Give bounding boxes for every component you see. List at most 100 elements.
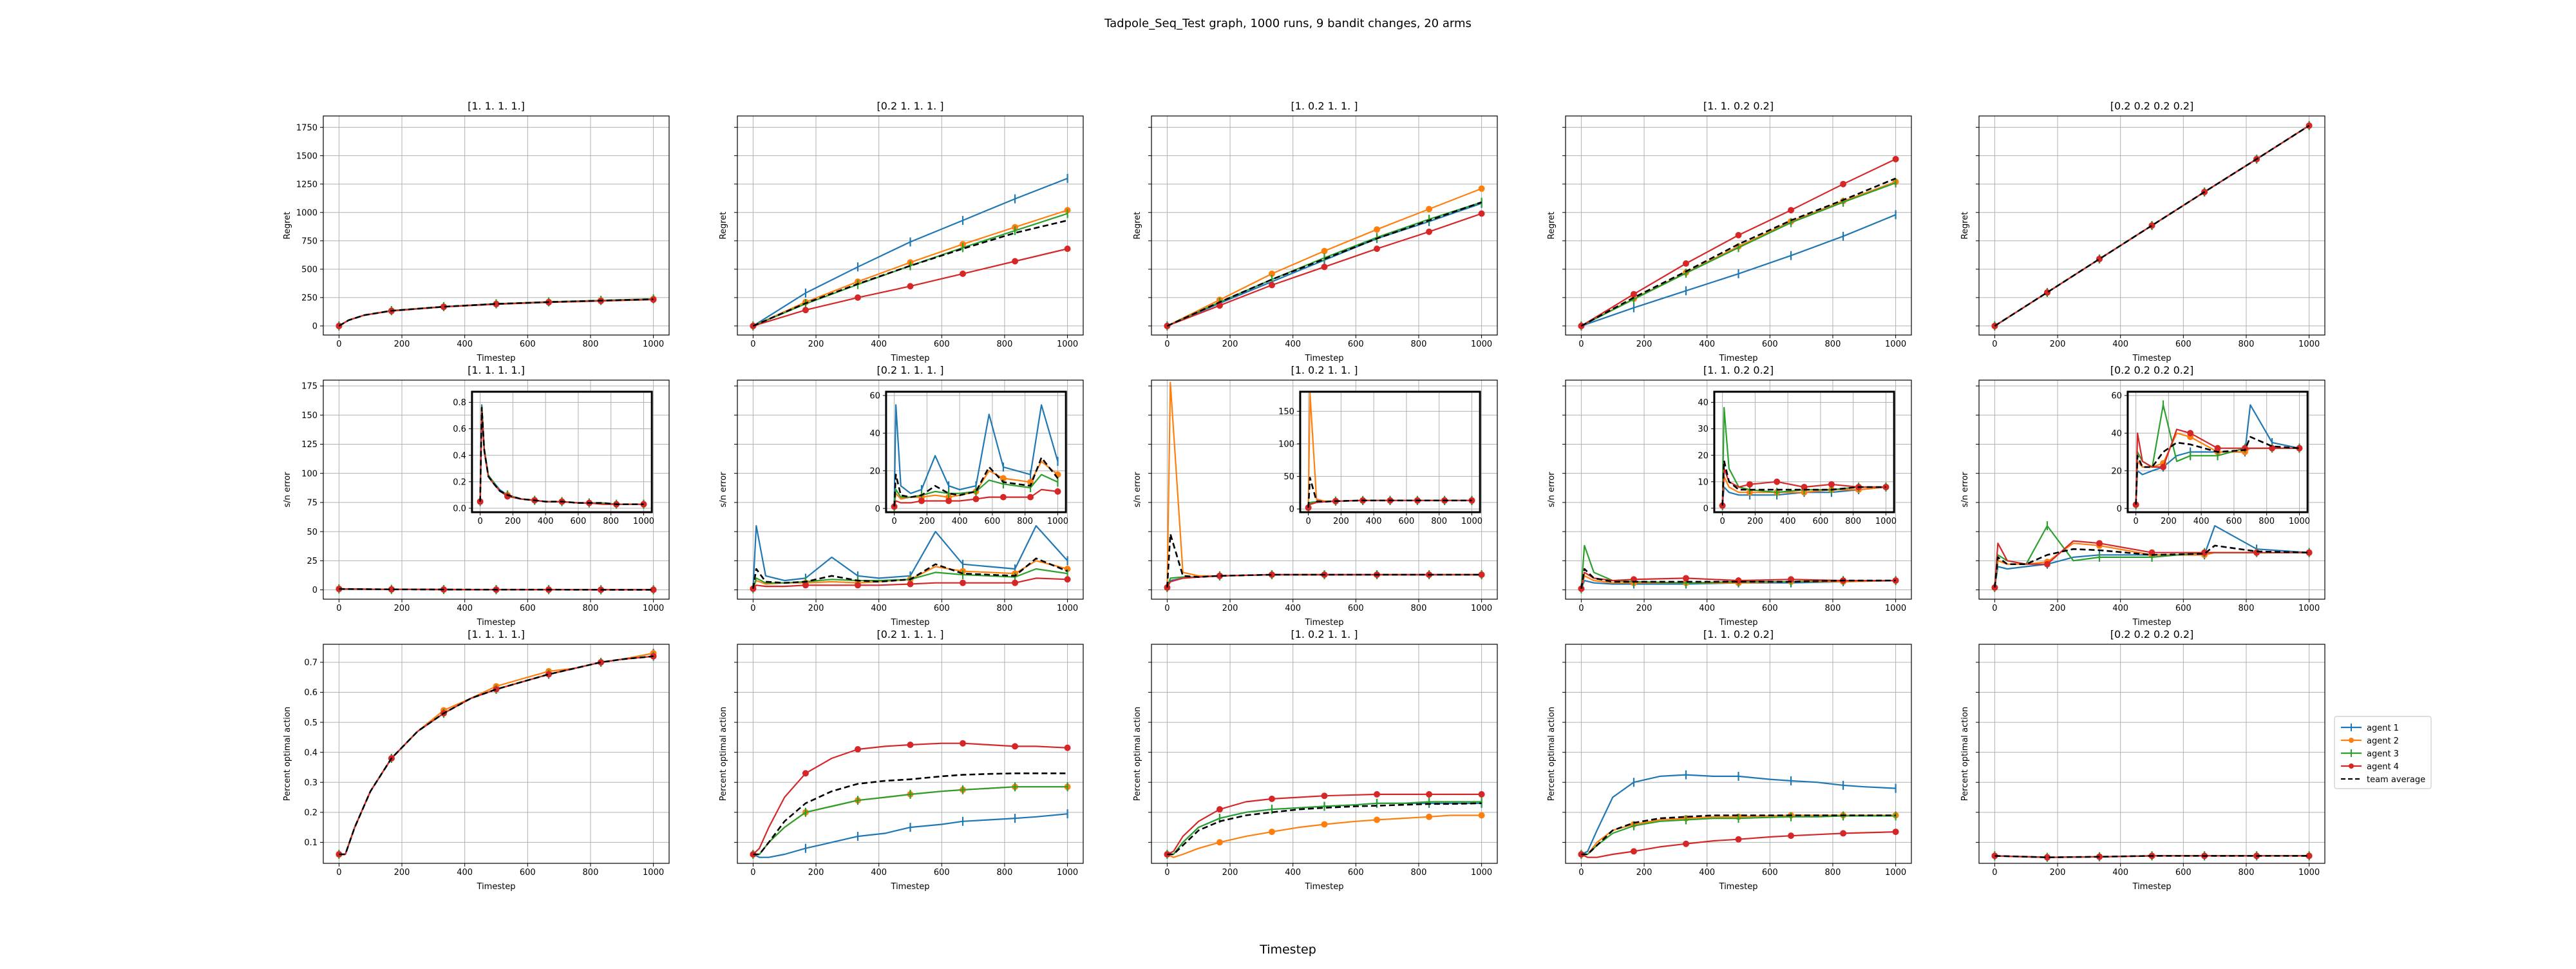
panel-r1c2-inset-line-agent-4 — [1307, 499, 1472, 508]
panel-r0c1-marker-agent-4 — [907, 283, 914, 290]
panel-r1c3-inset-xtick-label: 800 — [1845, 517, 1861, 526]
panel-r1c1-marker-agent-4 — [802, 582, 809, 589]
panel-r0c2-marker-agent-2 — [1321, 247, 1328, 254]
panel-r0c1-xlabel: Timestep — [891, 354, 930, 363]
panel-r1c4-inset-series — [2132, 400, 2303, 510]
panel-r1c0-inset-frame — [471, 390, 653, 513]
panel-r0c3-marker-agent-4 — [1892, 155, 1899, 162]
panel-r0c2-xtick-label: 600 — [1348, 340, 1364, 349]
panel-r1c1-line-agent-4 — [752, 577, 1068, 590]
panel-r1c4-inset-marker-agent-4 — [2269, 445, 2276, 452]
panel-r1c3-inset-frame — [1713, 390, 1895, 513]
panel-r1c3-xlabel: Timestep — [1719, 618, 1758, 628]
figure-supxlabel: Timestep — [1259, 943, 1316, 957]
panel-r0c2-marker-agent-2 — [1426, 206, 1433, 213]
panel-r2c3-series — [1578, 770, 1899, 859]
panel-r0c3-xtick-label: 1000 — [1885, 340, 1906, 349]
legend-label: team average — [2367, 775, 2425, 785]
panel-r2c2-xtick-label: 800 — [1411, 868, 1427, 878]
panel-r1c1-xtick-label: 800 — [997, 604, 1013, 613]
panel-r1c4-marker-agent-4 — [2096, 540, 2103, 547]
panel-r0c0-xtick-label: 0 — [336, 340, 341, 349]
panel-r1c1-inset-marker-agent-4 — [1054, 488, 1061, 495]
panel-r1c0-ytick-label: 150 — [301, 411, 317, 421]
panel-r1c3-marker-agent-4 — [1735, 577, 1742, 584]
panel-r0c2-marker-agent-2 — [1374, 226, 1381, 233]
panel-r0c2: 0 200 400 600 800 1000 [1. 0.2 1. 1. ] Timestep… — [1133, 100, 1498, 363]
panel-r1c4-inset-marker-agent-4 — [2159, 463, 2166, 470]
panel-r1c1-inset-marker-agent-4 — [918, 497, 925, 504]
panel-r2c2-title: [1. 0.2 1. 1. ] — [1291, 628, 1358, 640]
panel-r1c4-inset-xtick-label: 1000 — [2289, 517, 2310, 526]
legend-box — [2334, 716, 2432, 789]
panel-r0c1-series — [750, 173, 1071, 331]
panel-r1c1-marker-agent-4 — [960, 579, 967, 586]
panel-r1c1-xtick-label: 600 — [934, 604, 950, 613]
panel-r1c1-ylabel: s/n error — [719, 472, 728, 508]
panel-r0c0-ytick-label: 500 — [301, 265, 317, 275]
panel-r0c2-plot-area — [1151, 116, 1497, 335]
panel-r2c0-ytick-label: 0.7 — [304, 658, 317, 668]
legend-entry: agent 1 — [2341, 724, 2399, 733]
panel-r0c2-series — [1164, 185, 1485, 331]
panel-r1c2-inset-ytick-label: 0 — [1289, 505, 1294, 515]
panel-r1c3-inset-line-agent-4 — [1721, 468, 1886, 506]
panel-r1c0-ytick-label: 100 — [301, 469, 317, 479]
panel-r2c1-line-team-average — [753, 772, 1068, 856]
panel-r1c1-inset-xtick-label: 600 — [985, 517, 1001, 526]
panel-r1c2-xlabel: Timestep — [1305, 618, 1344, 628]
panel-r1c3-inset-ytick-label: 0 — [1703, 504, 1709, 514]
panel-r0c4-title: [0.2 0.2 0.2 0.2] — [2110, 100, 2194, 112]
panel-r0c1-frame — [737, 115, 1084, 336]
panel-r1c3-ylabel: s/n error — [1547, 472, 1557, 508]
panel-r2c3-marker-agent-4 — [1630, 848, 1637, 855]
panel-r1c0-inset-xtick-label: 800 — [603, 517, 619, 526]
panel-r0c1-xtick-label: 600 — [934, 340, 950, 349]
panel-r2c4-xtick-label: 0 — [1992, 868, 1997, 878]
panel-r2c3-xtick-label: 0 — [1578, 868, 1584, 878]
panel-r1c0-inset-line-team-average — [479, 407, 644, 506]
panel-r1c0-marker-agent-4 — [650, 586, 657, 593]
panel-r2c0-series — [336, 648, 657, 859]
panel-r2c3-plot-area — [1566, 644, 1911, 863]
panel-r1c2-inset-series — [1305, 392, 1475, 512]
panel-r1c2-inset-xtick-label: 600 — [1399, 517, 1415, 526]
panel-r1c3-xtick-label: 600 — [1762, 604, 1778, 613]
panel-r1c3-inset-line-agent-1 — [1721, 486, 1886, 506]
panel-r1c4-marker-agent-4 — [2253, 549, 2260, 556]
panel-r2c4: 0 200 400 600 800 1000 [0.2 0.2 0.2 0.2] Timest… — [1960, 628, 2325, 892]
panel-r1c2-inset-xtick-label: 200 — [1333, 517, 1349, 526]
panel-r1c0-ytick-label: 50 — [307, 528, 317, 537]
panel-r1c2-xtick-label: 400 — [1285, 604, 1301, 613]
panel-r1c0-inset-xtick-label: 400 — [538, 517, 554, 526]
panel-r1c4-line-agent-1 — [1994, 524, 2309, 588]
panel-r2c2-marker-agent-4 — [1478, 791, 1485, 798]
panel-r0c3-frame — [1565, 115, 1912, 336]
panel-r0c1-ylabel: Regret — [719, 212, 728, 240]
panel-r1c3-inset-xtick-label: 1000 — [1875, 517, 1897, 526]
panel-r1c2-frame — [1151, 379, 1498, 600]
panel-r0c1-xtick-label: 200 — [808, 340, 824, 349]
panel-r0c1-marker-agent-4 — [960, 270, 967, 277]
panel-r0c2-frame — [1151, 115, 1498, 336]
panel-r0c2-xtick-label: 200 — [1222, 340, 1238, 349]
panel-r1c4-inset-xtick-label: 200 — [2161, 517, 2177, 526]
panel-r0c3-ylabel: Regret — [1547, 212, 1557, 240]
panel-r2c2-marker-agent-4 — [1216, 806, 1223, 813]
panel-r1c3-line-agent-4 — [1580, 571, 1896, 589]
panel-r0c0-line-team-average — [338, 298, 654, 327]
panel-r1c0: 0 200 400 600 800 1000 0 25 50 75 100 125 150 175 [1. … — [283, 364, 670, 628]
panel-r1c4-xtick-label: 800 — [2239, 604, 2255, 613]
panel-r2c4-series — [1991, 851, 2313, 862]
panel-r2c0-xtick-label: 400 — [457, 868, 473, 878]
panel-r1c0-inset-ytick-label: 0.6 — [453, 425, 466, 434]
panel-r1c3-inset-line-agent-2 — [1721, 475, 1886, 506]
panel-r1c4-inset: 0 200 400 600 800 1000 0 20 40 60 — [2111, 390, 2310, 526]
panel-r1c0-xtick-label: 600 — [520, 604, 536, 613]
panel-r0c0-xtick-label: 400 — [457, 340, 473, 349]
panel-r1c1-inset-xtick-label: 0 — [891, 517, 896, 526]
panel-r1c4-inset-marker-agent-4 — [2187, 430, 2194, 437]
panel-r2c2-xtick-label: 200 — [1222, 868, 1238, 878]
panel-r0c3-xtick-label: 400 — [1699, 340, 1715, 349]
